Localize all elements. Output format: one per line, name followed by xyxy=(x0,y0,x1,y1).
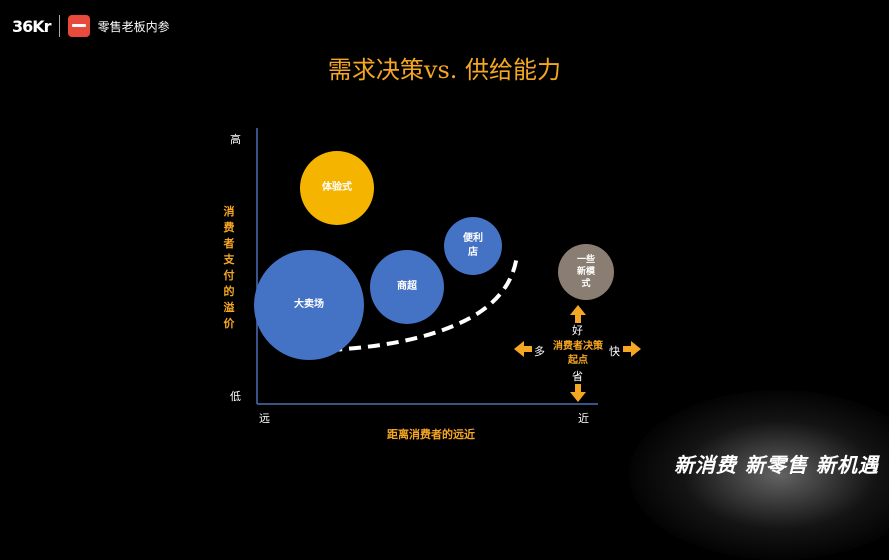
bubble-tiyan: 体验式 xyxy=(300,151,374,225)
legend-down-label: 省 xyxy=(572,370,583,383)
down-arrow-icon xyxy=(570,384,586,402)
x-axis-left-label: 远 xyxy=(259,412,270,425)
36kr-logo: 36Kr xyxy=(12,16,52,36)
slogan-watermark: 新消费 新零售 新机遇 xyxy=(674,453,879,477)
legend-right-label: 快 xyxy=(609,345,620,358)
bubble-dmc-label: 大卖场 xyxy=(294,299,324,310)
header-bar: 36Kr 零售老板内参 xyxy=(12,12,170,40)
bubble-bianli: 便利店 xyxy=(444,217,502,275)
bubble-dmc: 大卖场 xyxy=(254,250,364,360)
x-axis-right-label: 近 xyxy=(578,412,589,425)
legend-left-label: 多 xyxy=(534,345,545,358)
bubble-shangchao: 商超 xyxy=(370,250,444,324)
bubble-tiyan-label: 体验式 xyxy=(322,182,352,193)
legend-center-label: 消费者决策起点 xyxy=(553,341,603,366)
left-arrow-icon xyxy=(514,341,532,357)
x-axis-title: 距离消费者的远近 xyxy=(387,428,475,441)
up-arrow-icon xyxy=(570,305,586,323)
legend-up-label: 好 xyxy=(572,324,583,337)
brand-name: 零售老板内参 xyxy=(97,19,170,34)
bubble-new-model: 一些新模式 xyxy=(558,244,614,300)
diagram-canvas xyxy=(256,128,641,405)
y-axis-top-label: 高 xyxy=(230,133,241,146)
boundary-curve xyxy=(329,254,519,352)
y-axis-title: 消费者支付的溢价 xyxy=(223,205,235,330)
bubble-new-model-label: 一些新模式 xyxy=(576,255,595,289)
right-arrow-icon xyxy=(623,341,641,357)
brand-logo-icon xyxy=(67,15,90,37)
bubble-bianli-label: 便利店 xyxy=(463,233,483,258)
y-axis-bottom-label: 低 xyxy=(230,390,241,403)
header-divider xyxy=(58,15,60,37)
slide-title: 需求决策vs. 供给能力 xyxy=(327,56,562,84)
bubble-shangchao-label: 商超 xyxy=(397,281,417,292)
